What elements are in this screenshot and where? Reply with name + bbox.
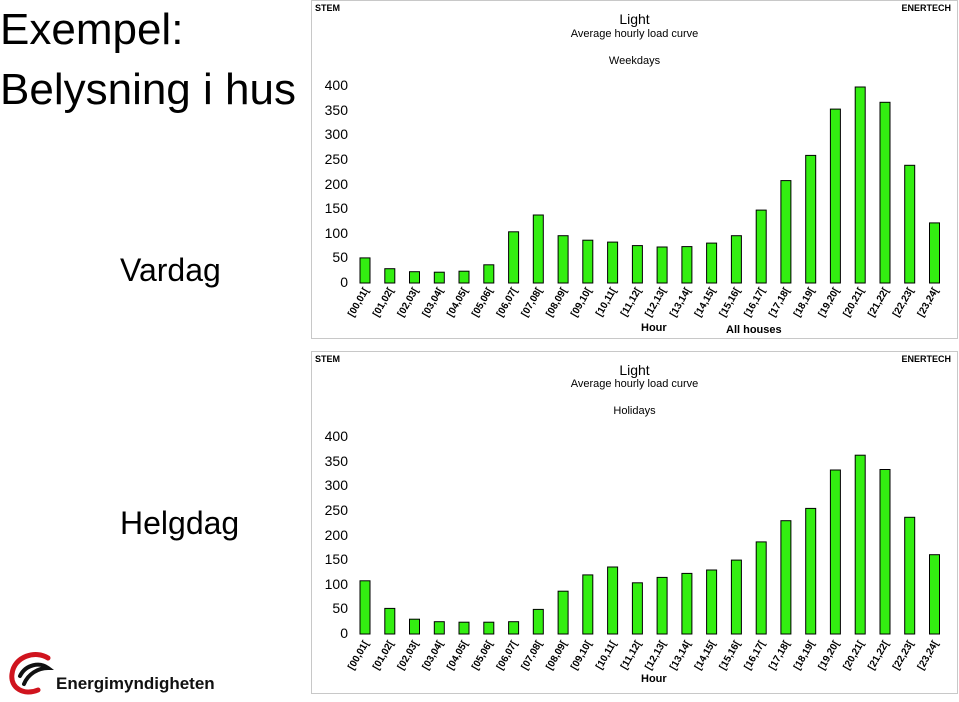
- holiday-row-label: Helgdag: [120, 505, 240, 541]
- chart-title: Light: [619, 11, 650, 27]
- x-axis-label: Hour: [641, 673, 667, 685]
- chart-source-left: STEM: [315, 354, 341, 364]
- y-tick-label: 250: [324, 150, 348, 167]
- logo-text: Energimyndigheten: [56, 674, 215, 693]
- energimyndigheten-logo: Energimyndigheten: [8, 652, 215, 697]
- y-tick-label: 300: [324, 126, 348, 143]
- y-tick-label: 200: [324, 175, 348, 192]
- chart-subtitle: Average hourly load curve: [570, 378, 699, 390]
- chart-period: Holidays: [613, 405, 656, 417]
- y-tick-label: 400: [324, 77, 348, 93]
- y-tick-label: 350: [324, 101, 348, 118]
- chart-title: Light: [619, 362, 650, 378]
- y-tick-label: 200: [324, 526, 348, 543]
- y-tick-label: 350: [324, 452, 348, 469]
- chart-source-left: STEM: [315, 3, 341, 13]
- all-houses-label: All houses: [726, 324, 782, 336]
- y-tick-label: 300: [324, 477, 348, 494]
- y-tick-label: 150: [324, 200, 348, 217]
- y-tick-label: 400: [324, 428, 348, 444]
- chart-subtitle: Average hourly load curve: [570, 28, 699, 40]
- holiday-chart: STEM ENERTECH Light Average hourly load …: [311, 351, 958, 694]
- y-tick-label: 0: [340, 274, 348, 290]
- slide-title: Exempel: Belysning i hus: [0, 5, 296, 114]
- y-tick-label: 0: [340, 625, 348, 641]
- chart-source-right: ENERTECH: [901, 3, 951, 13]
- weekday-row-label: Vardag: [120, 252, 221, 288]
- logo-emblem-icon: [9, 652, 55, 695]
- x-axis-label: Hour: [641, 322, 667, 334]
- weekday-chart: STEM ENERTECH Light Average hourly load …: [311, 0, 958, 339]
- chart-period: Weekdays: [608, 55, 661, 67]
- chart-source-right: ENERTECH: [901, 354, 951, 364]
- y-tick-label: 50: [332, 600, 348, 617]
- y-tick-label: 100: [324, 224, 348, 241]
- y-tick-label: 100: [324, 575, 348, 592]
- y-tick-label: 50: [332, 249, 348, 266]
- y-tick-label: 150: [324, 551, 348, 568]
- y-tick-label: 250: [324, 501, 348, 518]
